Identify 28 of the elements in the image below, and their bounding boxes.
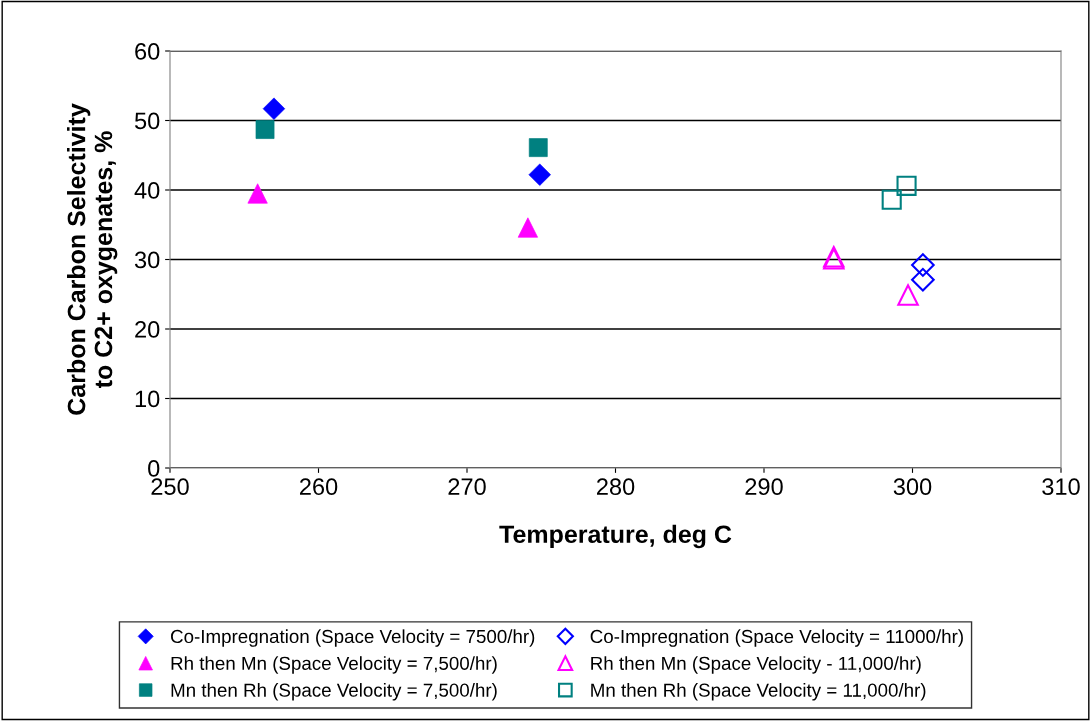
y-tick-label: 60 [135, 43, 160, 60]
legend-label: Mn then Rh (Space Velocity = 11,000/hr) [591, 683, 926, 701]
y-tick-label: 30 [134, 251, 160, 269]
x-tick-label: 250 [151, 478, 189, 496]
legend-label: Co-Impregnation (Space Velocity = 11000/hr) [590, 629, 963, 647]
point [897, 284, 919, 306]
x-tick-label: 260 [299, 478, 338, 496]
legend-label: Mn then Rh (Space Velocity = 7,500/hr) [171, 683, 497, 701]
x-tick-label: 300 [893, 478, 932, 496]
point [896, 175, 917, 196]
y-tick-label: 0 [148, 460, 160, 477]
x-axis-title: Temperature, deg C [499, 524, 732, 549]
y-tick-label: 40 [134, 182, 160, 199]
x-tick-label: 270 [448, 478, 486, 496]
point [528, 163, 551, 186]
x-tick-label: 290 [745, 478, 783, 496]
legend-label: Co-Impregnation (Space Velocity = 7500/hr) [171, 629, 535, 647]
y-tick-label: 20 [135, 321, 160, 338]
point [881, 189, 902, 210]
x-tick-label: 280 [596, 478, 635, 496]
legend-label: Rh then Mn (Space Velocity - 11,000/hr) [591, 656, 921, 674]
y-tick-label: 10 [135, 390, 160, 408]
point [911, 267, 935, 292]
y-tick-label: 50 [134, 112, 160, 130]
point [911, 253, 935, 277]
y-axis-title: Carbon Carbon Selectivity to C2+ oxygenates, % [67, 103, 118, 415]
x-tick-label: 310 [1042, 478, 1080, 496]
legend-label: Rh then Mn (Space Velocity = 7,500/hr) [171, 656, 497, 674]
